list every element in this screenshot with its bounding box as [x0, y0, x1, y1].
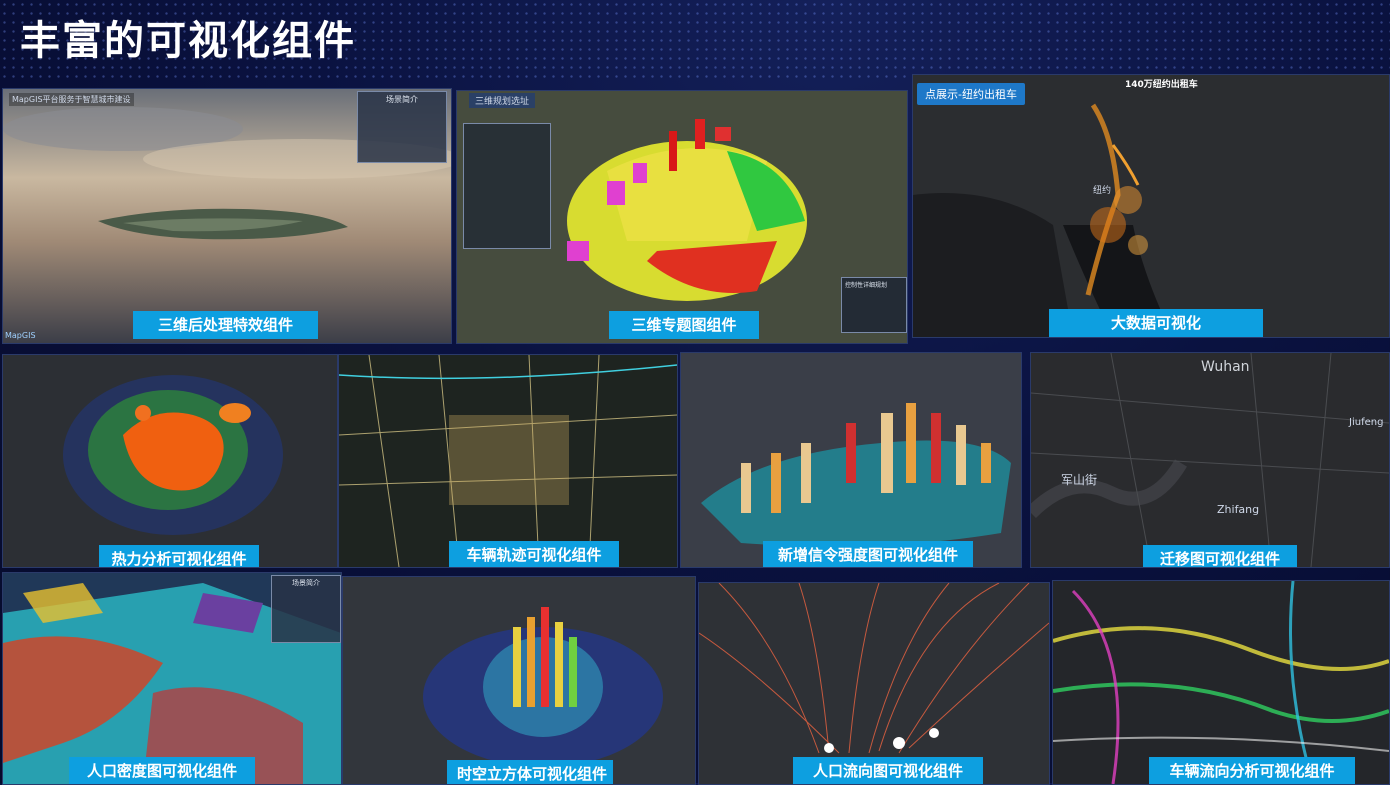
caption-vehicle-trajectory: 车辆轨迹可视化组件 — [449, 541, 619, 567]
tile-vehicle-flow-image — [1053, 581, 1389, 784]
jiufeng-label: Jiufeng — [1349, 417, 1384, 428]
tile-population-flow-image — [699, 583, 1049, 784]
wuhan-label: Wuhan — [1201, 359, 1250, 375]
tile-vehicle-flow[interactable]: 车辆流向分析可视化组件 — [1052, 580, 1390, 785]
tile-vehicle-trajectory-image — [339, 355, 677, 567]
caption-vehicle-flow: 车辆流向分析可视化组件 — [1149, 757, 1355, 784]
mapgis-logo: MapGIS — [5, 331, 36, 340]
thematic-legend: 控制性详细规划 — [841, 277, 907, 333]
tile-space-time-cube[interactable]: 时空立方体可视化组件 — [342, 576, 696, 785]
tile-space-time-cube-image — [343, 577, 695, 784]
caption-3d-thematic-map: 三维专题图组件 — [609, 311, 759, 339]
tile-big-data-image — [913, 75, 1389, 337]
tile-3d-post-processing[interactable]: MapGIS平台服务于智慧城市建设 场景简介 MapGIS 三维后处理特效组件 — [2, 88, 452, 344]
tile-signal-strength-image — [681, 353, 1021, 567]
tile-vehicle-trajectory[interactable]: 车辆轨迹可视化组件 — [338, 354, 678, 568]
scene-intro-title: 场景简介 — [386, 95, 418, 104]
tile-big-data[interactable]: 点展示-纽约出租车 140万纽约出租车 纽约 大数据可视化 — [912, 74, 1390, 338]
thematic-left-panel — [463, 123, 551, 249]
page-title: 丰富的可视化组件 — [20, 18, 356, 64]
nyc-taxi-map-title: 140万纽约出租车 — [1125, 80, 1198, 90]
tile-signal-strength[interactable]: 新增信令强度图可视化组件 — [680, 352, 1022, 568]
zhifang-label: Zhifang — [1217, 503, 1260, 516]
scene-intro-panel: 场景简介 — [357, 91, 447, 163]
header-dot-pattern — [0, 0, 1390, 80]
junshan-label: 军山街 — [1061, 473, 1098, 487]
tile-migration-image — [1031, 353, 1389, 567]
caption-3d-post-processing: 三维后处理特效组件 — [133, 311, 318, 339]
tile-heat-analysis[interactable]: 热力分析可视化组件 — [2, 354, 338, 568]
tile-population-flow[interactable]: 人口流向图可视化组件 — [698, 582, 1050, 785]
caption-heat-analysis: 热力分析可视化组件 — [99, 545, 259, 567]
thematic-legend-title: 控制性详细规划 — [845, 282, 888, 289]
density-info-title: 场景简介 — [292, 579, 320, 587]
tile-3d-thematic-map[interactable]: 三维规划选址 控制性详细规划 三维专题图组件 — [456, 90, 908, 344]
caption-population-density: 人口密度图可视化组件 — [69, 757, 255, 784]
nyc-taxi-tag[interactable]: 点展示-纽约出租车 — [917, 83, 1025, 105]
caption-population-flow: 人口流向图可视化组件 — [793, 757, 983, 784]
tile-population-density[interactable]: 场景简介 人口密度图可视化组件 — [2, 572, 342, 785]
caption-space-time-cube: 时空立方体可视化组件 — [447, 760, 613, 784]
tile-3d-post-processing-app-title: MapGIS平台服务于智慧城市建设 — [9, 93, 134, 106]
caption-big-data: 大数据可视化 — [1049, 309, 1263, 337]
density-info-panel: 场景简介 — [271, 575, 341, 643]
tile-migration[interactable]: Wuhan Jiufeng 军山街 Zhifang 迁移图可视化组件 — [1030, 352, 1390, 568]
thematic-header: 三维规划选址 — [469, 93, 536, 108]
caption-migration: 迁移图可视化组件 — [1143, 545, 1297, 567]
nyc-place-label: 纽约 — [1093, 186, 1112, 196]
caption-signal-strength: 新增信令强度图可视化组件 — [763, 541, 973, 567]
tile-heat-analysis-image — [3, 355, 337, 567]
